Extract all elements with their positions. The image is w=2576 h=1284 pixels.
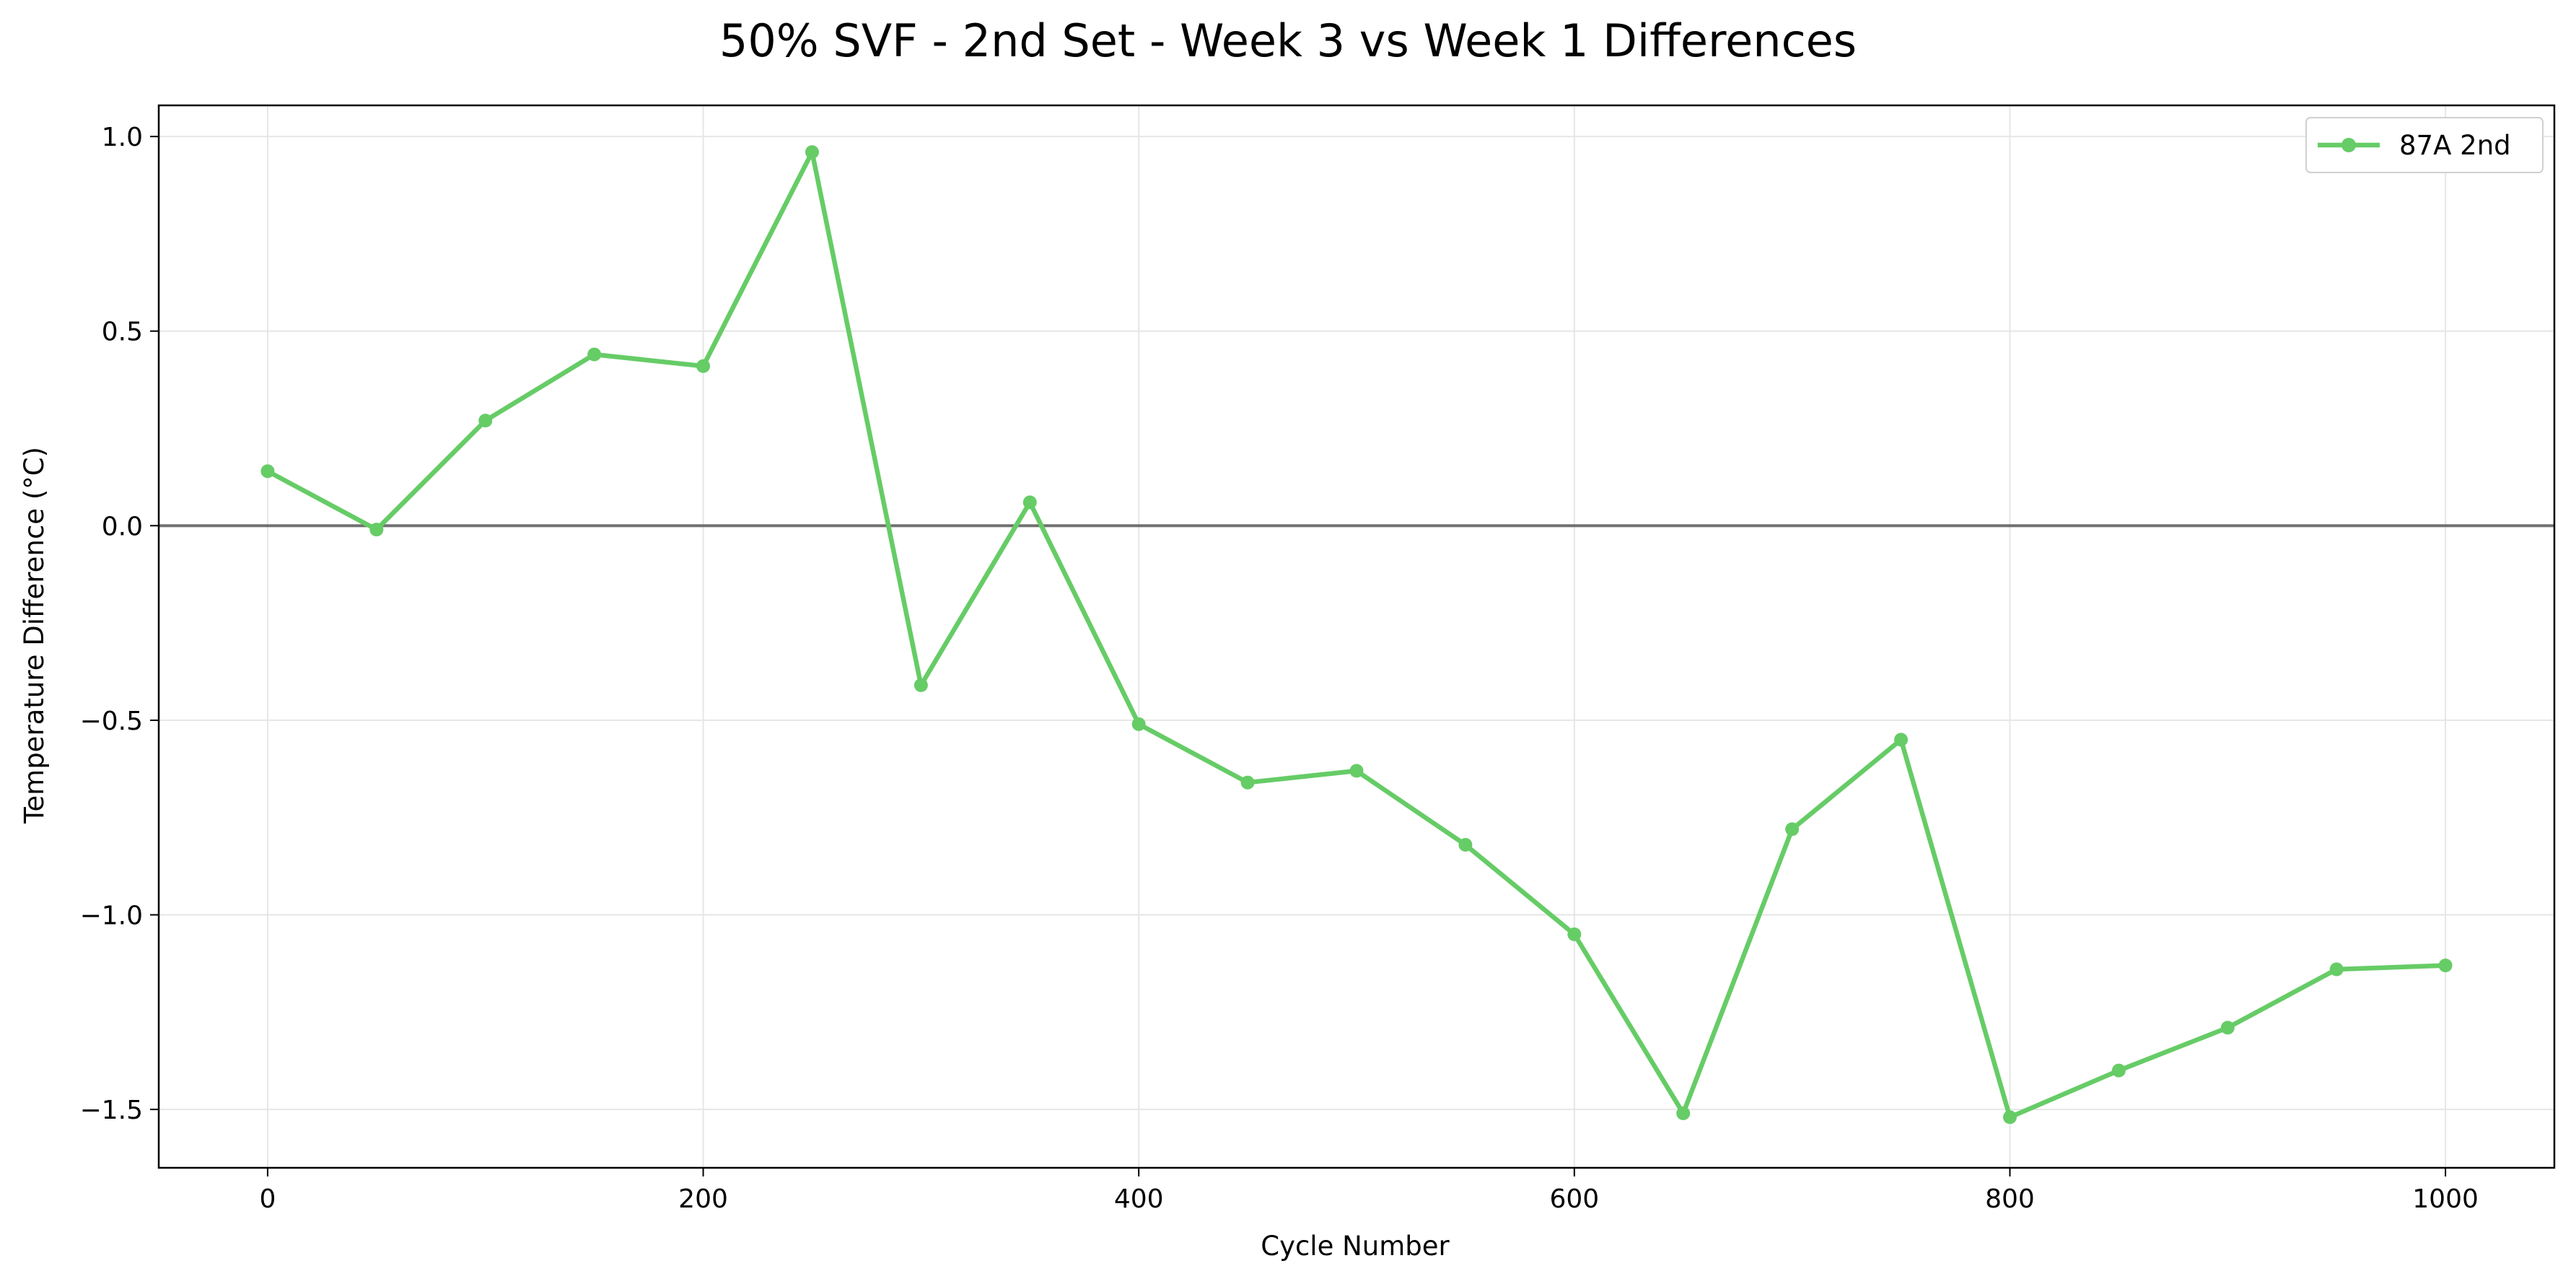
data-point (1567, 927, 1582, 941)
y-tick-label: 1.0 (102, 123, 143, 152)
plot-frame (157, 104, 2556, 1169)
data-point (1022, 495, 1037, 510)
y-tick-label: 0.0 (102, 512, 143, 541)
legend-marker-swatch (2341, 138, 2356, 152)
data-point (1458, 837, 1473, 852)
x-tick-label: 800 (1985, 1184, 2035, 1214)
data-point (478, 414, 493, 428)
data-point (914, 678, 928, 692)
y-tick-label: −1.0 (80, 901, 143, 931)
legend: 87A 2nd (2305, 117, 2544, 173)
x-tick-label: 0 (259, 1184, 276, 1214)
data-point (2329, 962, 2344, 977)
chart-title: 50% SVF - 2nd Set - Week 3 vs Week 1 Dif… (719, 14, 1857, 67)
x-tick-label: 400 (1114, 1184, 1164, 1214)
legend-label: 87A 2nd (2399, 130, 2511, 161)
data-point (1894, 733, 1909, 747)
data-point (805, 145, 819, 160)
series-87a-2nd (260, 145, 2453, 1124)
x-tick-label: 1000 (2412, 1184, 2479, 1214)
data-point (1785, 822, 1800, 837)
y-tick-label: −0.5 (80, 707, 143, 736)
data-point (696, 359, 711, 373)
x-tick-label: 600 (1549, 1184, 1599, 1214)
x-axis-ticks: 0 200 400 600 800 1000 (259, 1168, 2479, 1214)
data-point (1240, 775, 1255, 790)
x-tick-label: 200 (678, 1184, 728, 1214)
x-axis-label: Cycle Number (1261, 1231, 1450, 1262)
data-point (587, 347, 602, 362)
data-point (2438, 958, 2453, 973)
legend-box (2305, 117, 2544, 173)
data-point (1676, 1106, 1691, 1121)
data-point (2220, 1021, 2235, 1035)
data-point (2002, 1110, 2017, 1124)
y-tick-label: 0.5 (102, 318, 143, 347)
y-axis-ticks: 1.0 0.5 0.0 −0.5 −1.0 −1.5 (80, 123, 159, 1125)
data-point (2111, 1063, 2126, 1078)
data-point (260, 464, 275, 479)
data-point (1349, 764, 1364, 778)
data-point (369, 523, 384, 537)
y-tick-label: −1.5 (80, 1096, 143, 1125)
data-point (1131, 717, 1146, 731)
y-axis-label: Temperature Difference (°C) (19, 447, 50, 824)
